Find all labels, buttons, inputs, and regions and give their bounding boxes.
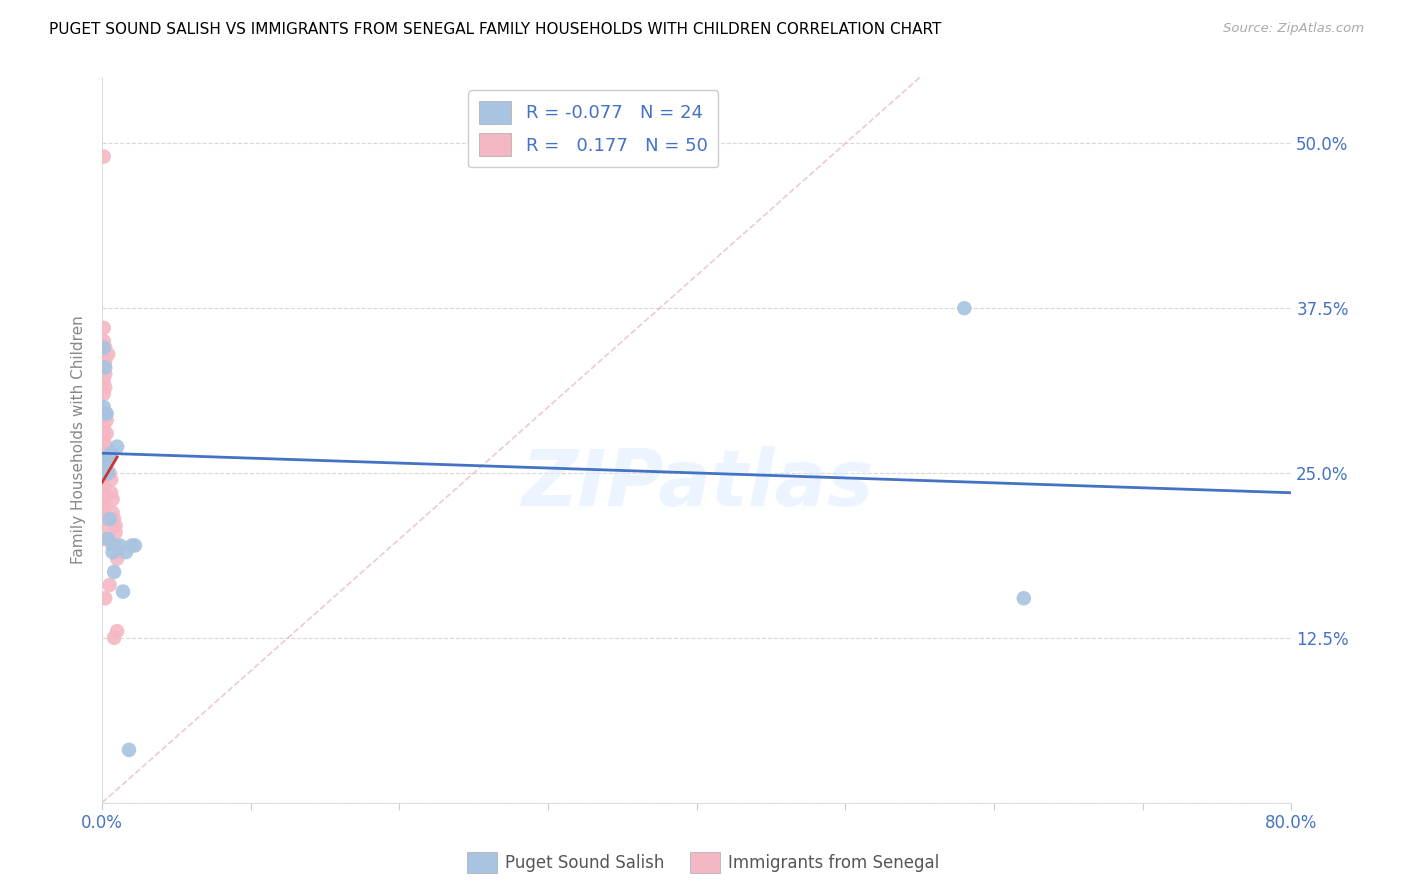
Point (98, 466, 121, 480)
Point (93, 499, 115, 513)
Point (94, 354, 117, 368)
Point (105, 545, 128, 559)
Point (101, 506, 124, 520)
Point (93, 485, 115, 500)
Point (105, 551, 128, 566)
Point (98, 578, 121, 592)
Point (94, 367, 117, 381)
Point (96, 532, 118, 546)
Point (97, 466, 120, 480)
Point (93, 374, 115, 388)
Point (103, 565, 125, 579)
Point (96, 407, 118, 421)
Point (124, 539, 146, 553)
Point (98, 512, 121, 526)
Point (93, 347, 115, 361)
Point (104, 525, 127, 540)
Point (93, 426, 115, 441)
Point (94, 591, 117, 606)
Point (93, 400, 115, 414)
Point (97, 347, 120, 361)
Point (94, 407, 117, 421)
Point (101, 492, 124, 507)
Point (100, 485, 122, 500)
Point (93, 334, 115, 348)
Point (103, 512, 125, 526)
Point (93, 492, 115, 507)
Point (108, 539, 131, 553)
Point (93, 387, 115, 401)
Legend: R = -0.077   N = 24, R =   0.177   N = 50: R = -0.077 N = 24, R = 0.177 N = 50 (468, 90, 718, 167)
Point (121, 539, 143, 553)
Point (115, 545, 138, 559)
Point (93, 341, 115, 355)
Point (96, 452, 118, 467)
Point (97, 532, 120, 546)
Point (96, 413, 118, 427)
Point (93, 321, 115, 335)
Point (93, 446, 115, 460)
Point (93, 473, 115, 487)
Point (111, 584, 134, 599)
Point (93, 452, 115, 467)
Point (94, 360, 117, 375)
Point (94, 341, 117, 355)
Point (93, 420, 115, 434)
Point (953, 301, 976, 315)
Point (93, 452, 115, 467)
Point (94, 380, 117, 394)
Point (104, 539, 127, 553)
Point (96, 440, 118, 454)
Point (105, 624, 128, 639)
Point (101, 545, 124, 559)
Point (93, 150, 115, 164)
Point (93, 440, 115, 454)
Point (104, 518, 127, 533)
Legend: Puget Sound Salish, Immigrants from Senegal: Puget Sound Salish, Immigrants from Sene… (460, 846, 946, 880)
Point (93, 506, 115, 520)
Point (97, 452, 120, 467)
Point (101, 539, 124, 553)
Point (105, 440, 128, 454)
Point (96, 426, 118, 441)
Point (93, 433, 115, 447)
Point (93, 479, 115, 493)
Text: ZIPatlas: ZIPatlas (520, 445, 873, 522)
Point (93, 459, 115, 474)
Y-axis label: Family Households with Children: Family Households with Children (72, 316, 86, 565)
Point (118, 743, 141, 757)
Point (93, 360, 115, 375)
Point (93, 532, 115, 546)
Point (93, 407, 115, 421)
Text: Source: ZipAtlas.com: Source: ZipAtlas.com (1223, 22, 1364, 36)
Point (94, 466, 117, 480)
Point (100, 446, 122, 460)
Text: PUGET SOUND SALISH VS IMMIGRANTS FROM SENEGAL FAMILY HOUSEHOLDS WITH CHILDREN CO: PUGET SOUND SALISH VS IMMIGRANTS FROM SE… (49, 22, 942, 37)
Point (1012, 591, 1035, 606)
Point (103, 631, 125, 645)
Point (93, 518, 115, 533)
Point (100, 473, 122, 487)
Point (93, 512, 115, 526)
Point (93, 466, 115, 480)
